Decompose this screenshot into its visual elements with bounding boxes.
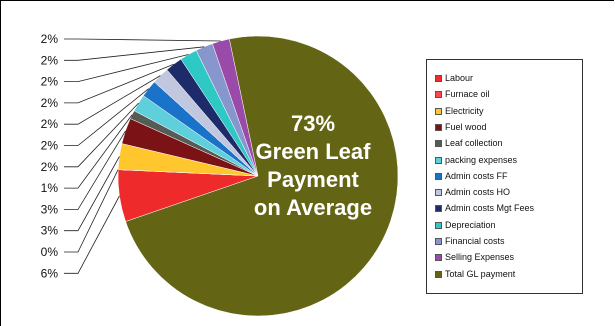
legend-swatch — [435, 123, 442, 131]
leader-line — [64, 88, 149, 146]
data-label: 2% — [41, 32, 59, 46]
legend-item: Selling Expenses — [445, 252, 515, 263]
leader-line — [64, 38, 221, 42]
legend-swatch — [435, 205, 442, 213]
leader-line — [64, 114, 133, 189]
leader-line — [64, 195, 120, 274]
leader-line — [64, 75, 161, 125]
legend-item: Total GL payment — [445, 268, 516, 279]
legend-item: Electricity — [445, 105, 484, 116]
legend-item: Admin costs HO — [445, 187, 511, 198]
leader-line — [64, 169, 119, 253]
leader-line — [64, 156, 120, 232]
legend-item: Labour — [445, 73, 474, 83]
legend-swatch — [435, 189, 442, 197]
leader-line — [64, 102, 139, 168]
data-label: 2% — [41, 117, 59, 131]
legend-item: Depreciation — [445, 219, 496, 230]
leader-line — [64, 54, 189, 82]
data-label: 0% — [41, 245, 59, 259]
center-label-line-2: Green Leaf — [256, 139, 372, 164]
legend-swatch — [435, 91, 442, 99]
legend-item: Leaf collection — [445, 138, 503, 149]
leader-line — [64, 46, 205, 61]
data-label: 2% — [41, 139, 59, 153]
leader-line — [64, 130, 126, 210]
legend-swatch — [435, 221, 442, 229]
data-label: 3% — [41, 224, 59, 238]
legend-item: packing expenses — [445, 154, 518, 165]
data-label: 6% — [41, 266, 59, 280]
legend-item: Fuel wood — [445, 121, 487, 132]
legend-item: Admin costs Mgt Fees — [445, 203, 535, 214]
data-label: 2% — [41, 75, 59, 89]
legend-swatch — [435, 270, 442, 278]
leader-line — [64, 63, 174, 104]
center-label-line-4: on Average — [254, 195, 372, 220]
legend-swatch — [435, 140, 442, 148]
data-label: 2% — [41, 53, 59, 67]
legend-swatch — [435, 238, 442, 245]
legend-swatch — [435, 107, 442, 115]
legend-swatch — [435, 75, 442, 82]
center-label-line-3: Payment — [267, 167, 359, 192]
center-label-line-1: 73% — [291, 111, 335, 136]
data-label: 2% — [41, 160, 59, 174]
data-label: 1% — [41, 181, 59, 195]
legend-swatch — [435, 156, 442, 164]
legend-swatch — [435, 254, 442, 262]
legend-item: Financial costs — [445, 236, 505, 246]
legend-swatch — [435, 172, 442, 180]
legend-item: Admin costs FF — [445, 170, 508, 181]
data-label: 3% — [41, 202, 59, 216]
data-label: 2% — [41, 96, 59, 110]
legend-item: Furnace oil — [445, 89, 490, 100]
legend: Labour Furnace oil Electricity Fuel wood Lea… — [426, 59, 583, 294]
pie-slice-total-gl-payment — [125, 35, 399, 317]
